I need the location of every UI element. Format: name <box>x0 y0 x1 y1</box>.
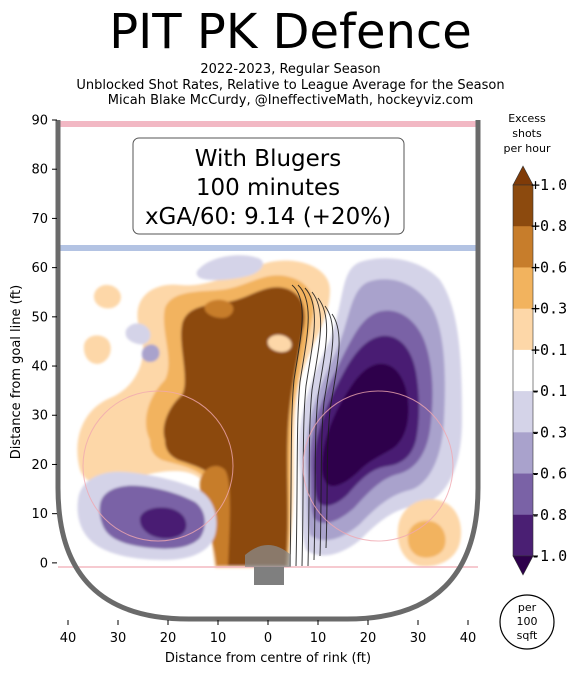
y-tick-label: 10 <box>31 507 48 522</box>
colorbar-band <box>513 391 533 433</box>
colorbar-tick-label: -0.6 <box>531 465 567 483</box>
y-tick-label: 40 <box>31 360 48 375</box>
x-axis-label: Distance from centre of rink (ft) <box>165 651 371 666</box>
x-tick-label: 40 <box>60 631 77 646</box>
colorbar-band <box>513 185 533 227</box>
colorbar-band <box>513 267 533 310</box>
colorbar-tick-label: -1.0 <box>531 547 567 565</box>
x-tick-label: 10 <box>210 631 227 646</box>
colorbar-band <box>513 308 533 351</box>
crease <box>245 545 291 567</box>
annotation-line-player: With Blugers <box>195 146 341 172</box>
x-tick-label: 20 <box>360 631 377 646</box>
unit-badge-line-1: per <box>518 601 537 614</box>
contour-small-left-orange <box>83 335 111 364</box>
faceoff-circle-right <box>302 390 454 542</box>
colorbar-band <box>513 473 533 516</box>
subtitle-line-description: Unblocked Shot Rates, Relative to League… <box>76 77 505 93</box>
y-tick-label: 50 <box>31 310 48 325</box>
contour-inner-highlight-2 <box>204 299 234 318</box>
colorbar-bands <box>512 184 534 557</box>
colorbar-tick-label: +0.8 <box>531 217 567 235</box>
contour-small-topleft-orange <box>93 284 121 309</box>
colorbar-tick-label: -0.8 <box>531 506 567 524</box>
contour-low-left-neg-core <box>139 507 187 539</box>
colorbar-title-line-1: Excess <box>508 112 546 125</box>
contour-small-topleft-purple <box>196 255 263 281</box>
heatmap-contours <box>77 255 462 568</box>
x-tick-label: 10 <box>310 631 327 646</box>
annotation-box: With Blugers 100 minutes xGA/60: 9.14 (+… <box>132 137 405 235</box>
contour-small-left-purple <box>141 344 160 362</box>
y-tick-label: 0 <box>40 556 48 571</box>
colorbar-band <box>513 432 533 475</box>
x-axis: 40 30 20 10 0 10 20 30 40 <box>60 620 477 646</box>
y-tick-label: 30 <box>31 409 48 424</box>
goal-net <box>254 567 284 585</box>
y-axis-label: Distance from goal line (ft) <box>9 285 24 459</box>
x-tick-label: 40 <box>460 631 477 646</box>
colorbar-tick-label: +0.6 <box>531 258 567 276</box>
colorbar-title-line-2: shots <box>512 127 542 140</box>
boards-outline <box>55 120 481 622</box>
colorbar-band <box>513 514 533 557</box>
chart-title: PIT PK Defence <box>109 4 472 60</box>
y-tick-label: 60 <box>31 261 48 276</box>
subtitle-line-season: 2022-2023, Regular Season <box>200 62 381 77</box>
x-tick-label: 30 <box>410 631 427 646</box>
contour-lines <box>289 284 340 567</box>
colorbar-tick-label: -0.3 <box>531 423 567 441</box>
y-tick-label: 80 <box>31 163 48 178</box>
rink <box>55 120 481 622</box>
colorbar-ticks: +1.0 +0.8 +0.6 +0.3 +0.1 -0.1 -0.3 -0.6 -0.8 -1.0 <box>531 176 567 565</box>
colorbar-over-arrow <box>512 165 534 186</box>
colorbar-band <box>513 349 533 392</box>
colorbar-title-line-3: per hour <box>504 142 551 155</box>
colorbar-band <box>513 226 533 268</box>
y-axis: 0 10 20 30 40 50 60 70 80 90 <box>31 114 57 571</box>
subtitle-line-author: Micah Blake McCurdy, @IneffectiveMath, h… <box>107 93 474 108</box>
y-tick-label: 70 <box>31 212 48 227</box>
unit-badge-line-3: sqft <box>517 629 538 642</box>
contour-right-neg-darkest <box>322 363 409 487</box>
contour-small-left-purple-outer <box>125 323 151 345</box>
colorbar-tick-label: -0.1 <box>531 382 567 400</box>
unit-badge-line-2: 100 <box>517 615 538 628</box>
y-tick-label: 20 <box>31 458 48 473</box>
contour-left-pos-core <box>163 287 305 566</box>
colorbar-tick-label: +1.0 <box>531 176 567 194</box>
annotation-line-minutes: 100 minutes <box>196 175 340 201</box>
contour-inner-highlight <box>267 334 292 352</box>
chart-subtitle: 2022-2023, Regular Season Unblocked Shot… <box>0 62 581 109</box>
colorbar: Excess shots per hour +1.0 +0.8 +0.6 +0.3 +0… <box>504 112 567 576</box>
contour-low-right-pos-core <box>407 520 446 558</box>
x-tick-label: 20 <box>160 631 177 646</box>
colorbar-tick-label: +0.1 <box>531 341 567 359</box>
annotation-line-xga: xGA/60: 9.14 (+20%) <box>145 204 391 230</box>
y-tick-label: 90 <box>31 114 48 129</box>
unit-badge: per 100 sqft <box>499 594 555 650</box>
faceoff-circle-left <box>82 390 234 542</box>
x-tick-label: 0 <box>264 631 272 646</box>
colorbar-under-arrow <box>512 555 534 576</box>
x-tick-label: 30 <box>110 631 127 646</box>
colorbar-tick-label: +0.3 <box>531 300 567 318</box>
